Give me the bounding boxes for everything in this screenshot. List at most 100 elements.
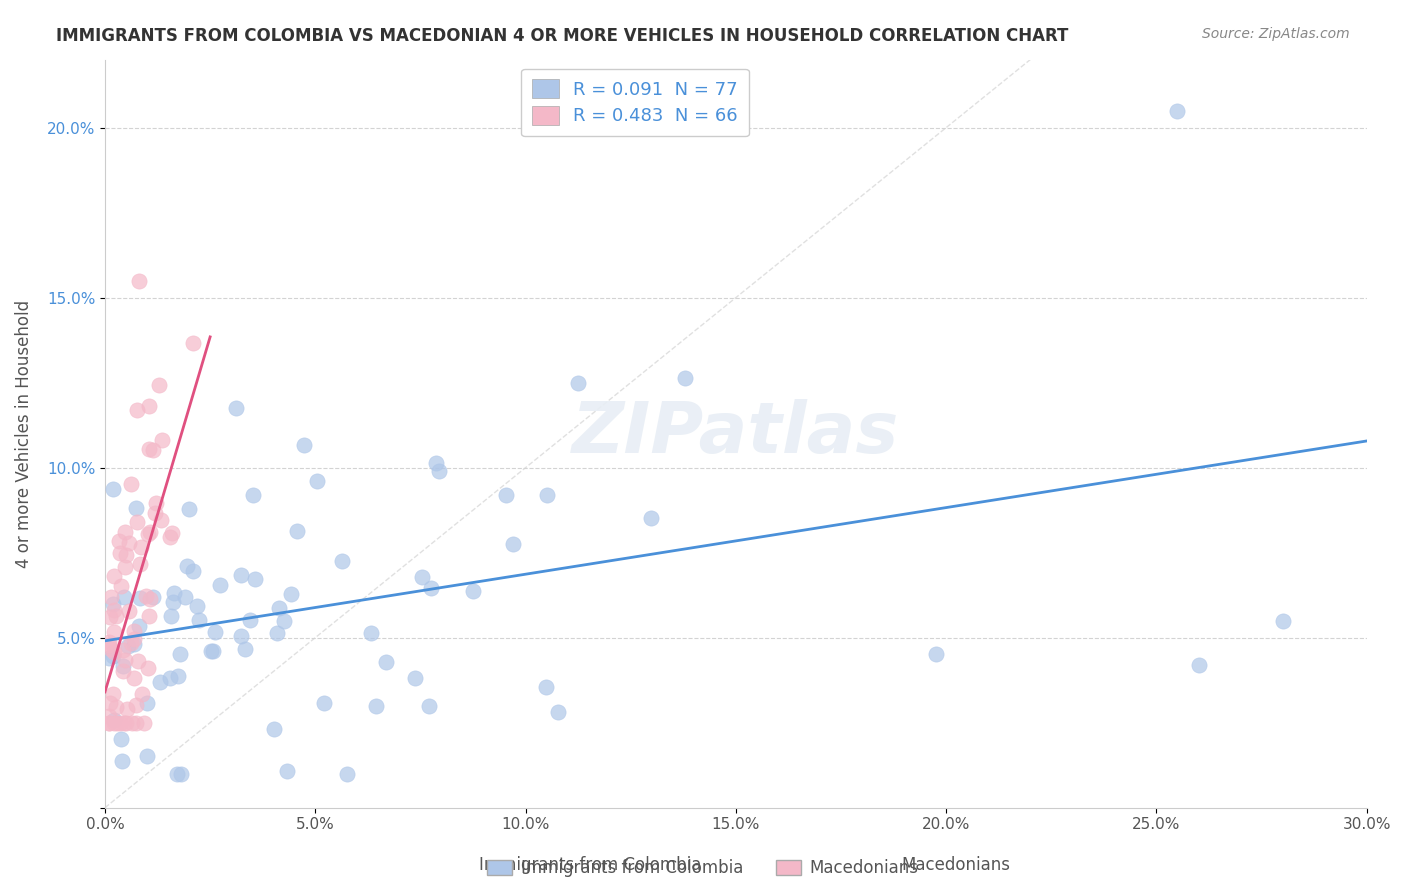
Point	[105, 699, 128, 714]
Point	[114, 652, 136, 666]
Point	[427, 464, 450, 478]
Point	[110, 732, 132, 747]
Point	[148, 377, 170, 392]
Point	[640, 511, 662, 525]
Point	[128, 618, 150, 632]
Point	[135, 589, 157, 603]
Point	[142, 591, 165, 605]
Point	[110, 715, 132, 730]
Point	[122, 632, 145, 647]
Point	[98, 715, 121, 730]
Point	[177, 502, 200, 516]
Point	[209, 577, 232, 591]
Point	[124, 624, 146, 639]
Point	[98, 715, 121, 730]
Point	[103, 713, 125, 727]
Legend: Immigrants from Colombia, Macedonians: Immigrants from Colombia, Macedonians	[481, 853, 925, 884]
Point	[103, 603, 125, 617]
Point	[242, 488, 264, 502]
Point	[162, 595, 184, 609]
Point	[103, 625, 125, 640]
Point	[186, 599, 208, 613]
Point	[1271, 614, 1294, 628]
Point	[104, 608, 127, 623]
Point	[425, 456, 447, 470]
Point	[103, 715, 125, 730]
Point	[103, 569, 125, 583]
Point	[336, 766, 359, 780]
Point	[131, 687, 153, 701]
Point	[547, 706, 569, 720]
Point	[166, 669, 188, 683]
Point	[115, 548, 138, 562]
Point	[183, 564, 205, 578]
Point	[280, 587, 302, 601]
Point	[100, 642, 122, 657]
Point	[128, 557, 150, 571]
Point	[418, 699, 440, 714]
Point	[125, 403, 148, 417]
Text: Macedonians: Macedonians	[901, 856, 1011, 874]
Point	[112, 591, 135, 605]
Point	[312, 696, 335, 710]
Legend: R = 0.091  N = 77, R = 0.483  N = 66: R = 0.091 N = 77, R = 0.483 N = 66	[522, 69, 749, 136]
Point	[127, 516, 149, 530]
Point	[461, 584, 484, 599]
Point	[145, 495, 167, 509]
Point	[138, 661, 160, 675]
Point	[266, 625, 288, 640]
Point	[120, 477, 142, 491]
Point	[121, 715, 143, 730]
Point	[170, 766, 193, 780]
Point	[115, 702, 138, 716]
Point	[139, 524, 162, 539]
Point	[673, 371, 696, 385]
Point	[200, 643, 222, 657]
Point	[163, 586, 186, 600]
Point	[536, 488, 558, 502]
Point	[115, 715, 138, 730]
Point	[495, 487, 517, 501]
Point	[108, 534, 131, 549]
Point	[125, 501, 148, 516]
Point	[239, 613, 262, 627]
Point	[118, 605, 141, 619]
Point	[125, 715, 148, 730]
Point	[103, 649, 125, 664]
Point	[292, 438, 315, 452]
Point	[263, 722, 285, 736]
Point	[105, 715, 128, 730]
Point	[98, 651, 121, 665]
Point	[360, 625, 382, 640]
Point	[267, 601, 290, 615]
Point	[139, 591, 162, 606]
Point	[129, 591, 152, 605]
Point	[138, 442, 160, 457]
Point	[98, 708, 121, 723]
Point	[142, 442, 165, 457]
Point	[375, 655, 398, 669]
Point	[159, 671, 181, 685]
Point	[138, 609, 160, 624]
Point	[276, 764, 298, 779]
Point	[111, 658, 134, 673]
Point	[101, 687, 124, 701]
Point	[98, 610, 121, 624]
Point	[112, 715, 135, 730]
Point	[233, 641, 256, 656]
Point	[176, 558, 198, 573]
Point	[122, 637, 145, 651]
Point	[160, 608, 183, 623]
Point	[114, 559, 136, 574]
Point	[204, 625, 226, 640]
Point	[136, 749, 159, 764]
Point	[112, 643, 135, 657]
Point	[169, 647, 191, 661]
Point	[273, 614, 295, 628]
Point	[502, 537, 524, 551]
Point	[122, 672, 145, 686]
Point	[98, 638, 121, 652]
Text: IMMIGRANTS FROM COLOMBIA VS MACEDONIAN 4 OR MORE VEHICLES IN HOUSEHOLD CORRELATI: IMMIGRANTS FROM COLOMBIA VS MACEDONIAN 4…	[56, 27, 1069, 45]
Point	[225, 401, 247, 416]
Point	[136, 526, 159, 541]
